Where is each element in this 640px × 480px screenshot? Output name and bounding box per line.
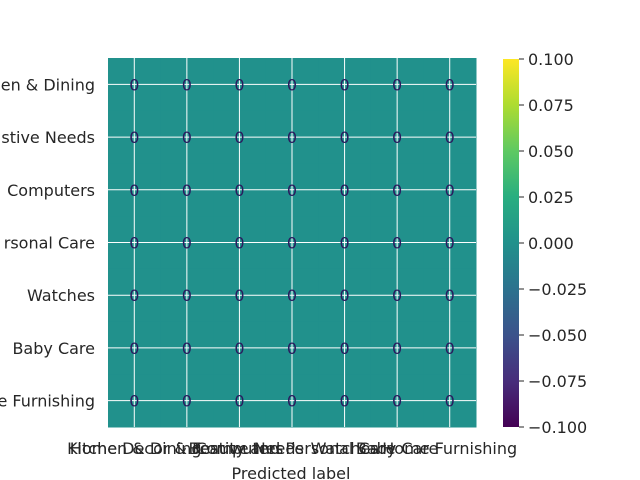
cell-value-label: 0 [182,234,192,253]
cell-value-label: 0 [182,75,192,94]
cell-value-label: 0 [287,75,297,94]
y-tick-label: rsonal Care [4,234,95,253]
cell-value-label: 0 [129,181,139,200]
colorbar-tick-label: −0.100 [528,418,587,437]
y-tick-labels: en & Dining stive Needs Computers rsonal Ca… [0,75,95,410]
cell-value-label: 0 [392,286,402,305]
cell-value-label: 0 [129,75,139,94]
colorbar-tick-label: 0.075 [528,96,574,115]
cell-value-label: 0 [339,286,349,305]
cell-value-label: 0 [287,128,297,147]
x-tick-label: Beauty and Personal Care [189,439,396,458]
cell-value-label: 0 [392,181,402,200]
cell-value-label: 0 [234,339,244,358]
cell-value-label: 0 [445,392,455,411]
colorbar-tick-label: 0.100 [528,50,574,69]
colorbar [503,59,519,427]
cell-value-label: 0 [182,128,192,147]
cell-value-label: 0 [339,339,349,358]
cell-value-label: 0 [234,392,244,411]
cell-value-label: 0 [392,75,402,94]
cell-value-label: 0 [287,339,297,358]
cell-value-label: 0 [445,286,455,305]
colorbar-tick-label: −0.075 [528,372,587,391]
colorbar-tick-labels: 0.100 0.075 0.050 0.025 0.000 −0.025 −0.050 −0.… [519,50,587,437]
cell-value-label: 0 [339,75,349,94]
colorbar-tick-label: 0.000 [528,234,574,253]
x-axis-label: Predicted label [232,464,351,480]
x-tick-label: Home Furnishing [382,439,517,458]
cell-value-label: 0 [234,75,244,94]
cell-value-label: 0 [339,128,349,147]
y-tick-label: Baby Care [12,339,95,358]
cell-value-label: 0 [182,392,192,411]
cell-value-label: 0 [445,181,455,200]
cell-value-label: 0 [445,128,455,147]
x-tick-label: Home Decor & Festive Needs [70,439,304,458]
y-tick-label: en & Dining [1,75,95,94]
cell-value-label: 0 [129,128,139,147]
cell-value-label: 0 [445,234,455,253]
cell-value-label: 0 [445,75,455,94]
cell-value-labels: 0 0 0 0 0 0 0 0 0 0 0 0 0 0 0 0 0 0 0 0 0 0 0 0 0 0 0 0 0 0 0 0 0 0 0 0 0 0 0 0… [129,75,455,410]
cell-value-label: 0 [339,392,349,411]
gridlines [108,58,476,427]
cell-value-label: 0 [392,339,402,358]
x-tick-label: Watches [311,439,379,458]
cell-value-label: 0 [445,339,455,358]
cell-value-label: 0 [182,339,192,358]
cell-value-label: 0 [287,392,297,411]
cell-value-label: 0 [287,286,297,305]
y-tick-label: e Furnishing [0,392,95,411]
cell-value-label: 0 [287,234,297,253]
cell-value-label: 0 [234,234,244,253]
colorbar-tick-label: −0.025 [528,280,587,299]
cell-value-label: 0 [234,128,244,147]
y-tick-label: stive Needs [1,128,95,147]
cell-value-label: 0 [129,392,139,411]
y-tick-label: Computers [7,181,95,200]
cell-value-label: 0 [129,234,139,253]
cell-value-label: 0 [392,234,402,253]
cell-value-label: 0 [392,392,402,411]
colorbar-tick-label: 0.050 [528,142,574,161]
cell-value-label: 0 [339,234,349,253]
cell-value-label: 0 [182,286,192,305]
cell-value-label: 0 [339,181,349,200]
cell-value-label: 0 [234,181,244,200]
cell-value-label: 0 [129,286,139,305]
colorbar-tick-label: −0.050 [528,326,587,345]
x-tick-label: Kitchen & Dining [67,439,201,458]
cell-value-label: 0 [234,286,244,305]
colorbar-tick-label: 0.025 [528,188,574,207]
x-tick-label: Baby Care [356,439,439,458]
x-tick-label: Computers [195,439,283,458]
cell-value-label: 0 [129,339,139,358]
cell-value-label: 0 [287,181,297,200]
cell-value-label: 0 [392,128,402,147]
y-tick-label: Watches [27,286,95,305]
cell-value-label: 0 [182,181,192,200]
